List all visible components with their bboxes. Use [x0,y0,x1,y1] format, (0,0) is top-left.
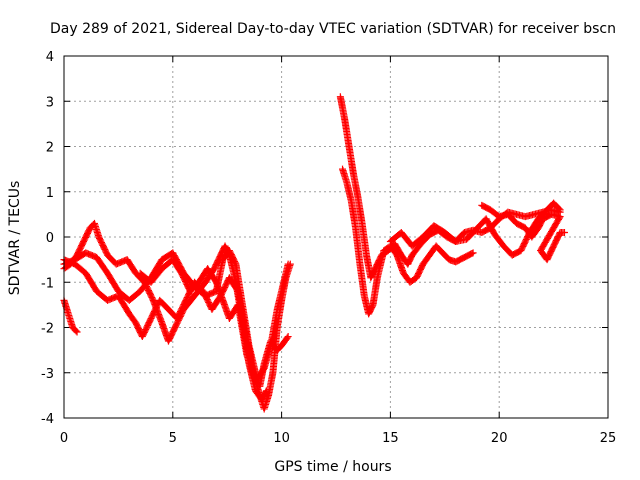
data-point-marker [72,327,80,335]
x-tick-label: 0 [60,431,68,446]
y-tick-label: -2 [41,322,54,337]
series-track-d [60,256,294,413]
data-point-marker [73,328,81,336]
plot-frame [63,55,609,419]
data-point-marker [283,334,291,342]
series-track-e [136,256,292,386]
data-point-marker [555,205,563,213]
y-tick-label: 4 [46,50,54,65]
grid-lines [64,56,608,418]
y-tick-label: 2 [46,141,54,156]
data-point-marker [556,206,564,214]
x-tick-label: 20 [491,431,508,446]
data-point-marker [284,333,292,341]
x-tick-label: 5 [169,431,177,446]
x-tick-label: 15 [382,431,399,446]
series-track-g [339,165,477,318]
data-point-marker [469,249,477,257]
axis-ticks: 0 5 10 15 20 25 -4 -3 -2 -1 0 1 2 3 4 [41,50,616,446]
data-points [60,93,568,413]
y-tick-label: 3 [46,95,54,110]
y-tick-label: 0 [46,231,54,246]
y-tick-label: 1 [46,186,54,201]
x-axis-label: GPS time / hours [274,459,391,475]
y-tick-label: -1 [41,276,54,291]
chart-title: Day 289 of 2021, Sidereal Day-to-day VTE… [50,21,616,37]
series-track-f [336,93,564,282]
data-point-marker [560,228,568,236]
x-tick-label: 10 [273,431,290,446]
y-tick-label: -4 [41,412,54,427]
data-point-marker [468,249,476,257]
x-tick-label: 25 [600,431,617,446]
data-point-marker [284,260,292,268]
y-tick-label: -3 [41,367,54,382]
series-track-i [478,201,568,264]
y-axis-label: SDTVAR / TECUs [7,181,23,296]
